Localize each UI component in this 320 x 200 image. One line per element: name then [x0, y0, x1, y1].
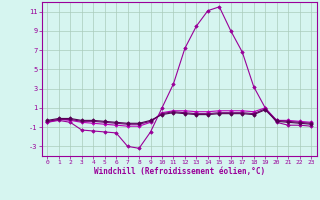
X-axis label: Windchill (Refroidissement éolien,°C): Windchill (Refroidissement éolien,°C): [94, 167, 265, 176]
